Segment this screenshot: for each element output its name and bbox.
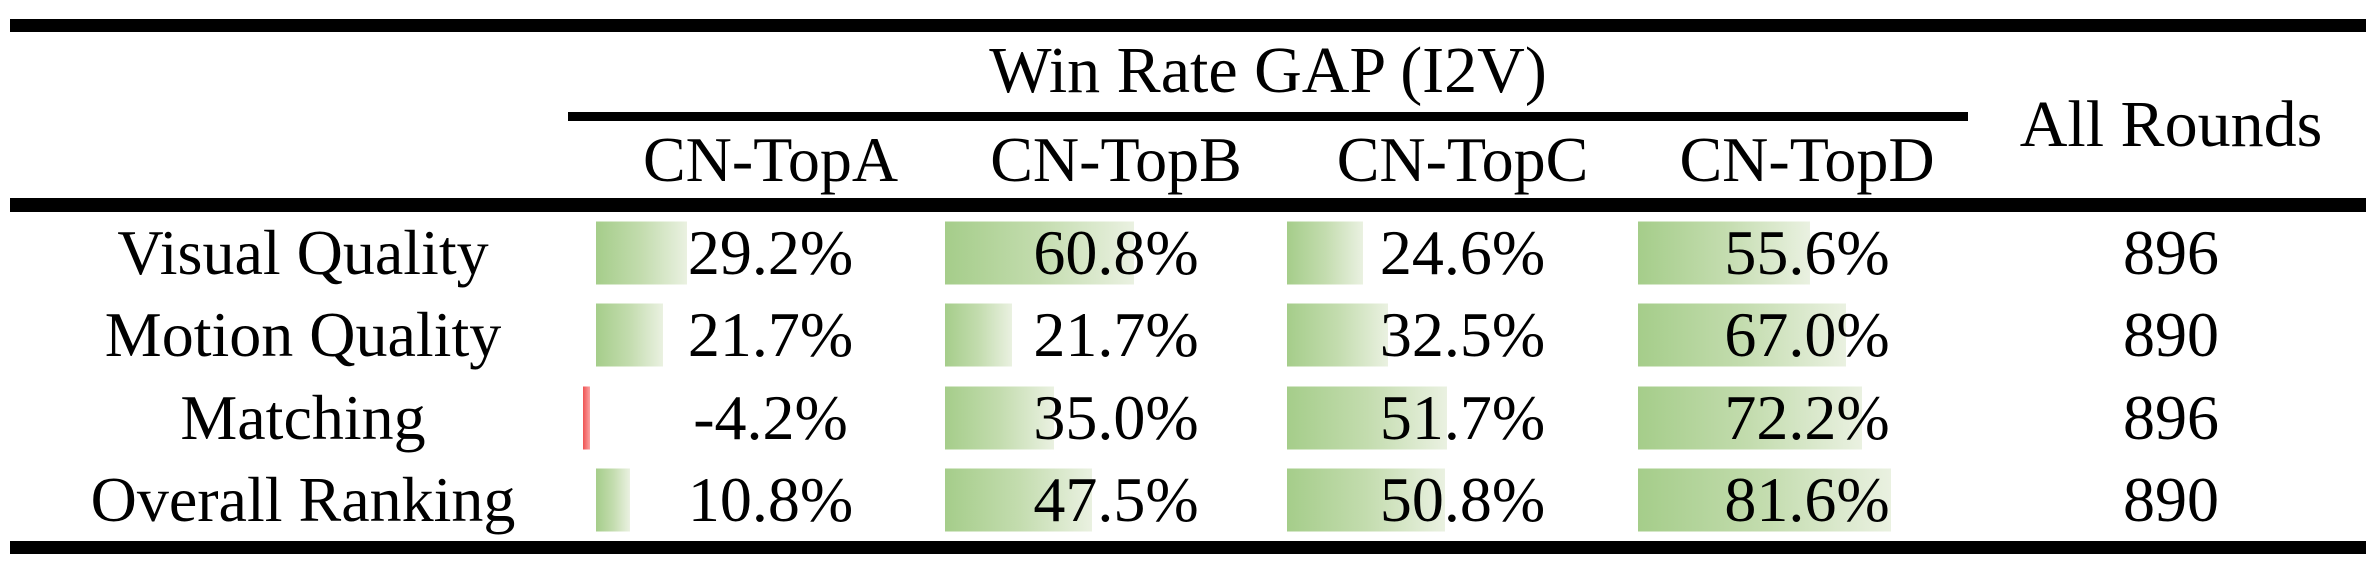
value-text: 50.8%: [1379, 463, 1546, 535]
value-text: 10.8%: [687, 463, 854, 535]
value-cell: 81.6%: [1638, 459, 1976, 541]
value-cell: -4.2%: [583, 377, 945, 459]
value-cell: 21.7%: [945, 294, 1287, 376]
value-text: 21.7%: [687, 299, 854, 371]
value-cell: 47.5%: [945, 459, 1287, 541]
value-cell: 72.2%: [1638, 377, 1976, 459]
data-bar: [1638, 386, 1862, 450]
value-cell: 29.2%: [596, 212, 945, 294]
column-header-cn-topd: CN-TopD: [1679, 124, 1935, 195]
value-cell: 51.7%: [1287, 377, 1638, 459]
value-cell: 67.0%: [1638, 294, 1976, 376]
value-cell: 10.8%: [596, 459, 945, 541]
value-cell: 60.8%: [945, 212, 1287, 294]
value-cell: 55.6%: [1638, 212, 1976, 294]
data-bar: [1638, 221, 1811, 285]
data-bar: [1287, 468, 1445, 532]
value-cell: 32.5%: [1287, 294, 1638, 376]
column-headers-row: CN-TopA CN-TopB CN-TopC CN-TopD: [596, 121, 1976, 198]
data-bar: [1287, 386, 1448, 450]
all-rounds-value: 890: [2123, 299, 2219, 371]
value-cell: 24.6%: [1287, 212, 1638, 294]
table-row: Visual Quality 29.2% 60.8% 24.6% 55.6% 8…: [10, 212, 2366, 294]
value-text: 32.5%: [1379, 299, 1546, 371]
value-text: 47.5%: [1033, 463, 1199, 535]
data-bar: [1638, 468, 1891, 532]
value-text: 24.6%: [1379, 217, 1546, 289]
table-rule-group-underline: [568, 112, 1968, 121]
data-bar: [945, 303, 1013, 367]
table-row: Overall Ranking 10.8% 47.5% 50.8% 81.6% …: [10, 459, 2366, 541]
table-row: Motion Quality 21.7% 21.7% 32.5% 67.0% 8…: [10, 294, 2366, 376]
row-label: Visual Quality: [117, 217, 489, 289]
row-label: Motion Quality: [104, 299, 502, 371]
table-rule-bottom: [10, 541, 2366, 554]
all-rounds-value: 896: [2123, 217, 2219, 289]
table-rule-top: [10, 19, 2366, 32]
data-bar: [945, 386, 1054, 450]
value-text: 55.6%: [1724, 217, 1890, 289]
table-rule-header-separator: [10, 198, 2366, 212]
group-header-title: Win Rate GAP (I2V): [989, 34, 1547, 107]
value-text: 81.6%: [1724, 463, 1890, 535]
data-bar: [945, 221, 1134, 285]
value-text: 29.2%: [687, 217, 854, 289]
value-cell: 21.7%: [596, 294, 945, 376]
value-cell: 35.0%: [945, 377, 1287, 459]
value-cell: 50.8%: [1287, 459, 1638, 541]
all-rounds-value: 896: [2123, 381, 2219, 453]
value-text: 35.0%: [1033, 381, 1199, 453]
data-bar: [1287, 303, 1388, 367]
row-label: Matching: [180, 381, 426, 453]
row-label: Overall Ranking: [90, 463, 516, 535]
data-bar: [596, 303, 664, 367]
all-rounds-value: 890: [2123, 463, 2219, 535]
all-rounds-column-header: All Rounds: [2019, 88, 2323, 161]
table-body: Visual Quality 29.2% 60.8% 24.6% 55.6% 8…: [10, 212, 2366, 541]
data-bar: [1287, 221, 1364, 285]
data-bar: [1638, 303, 1846, 367]
value-text: -4.2%: [693, 381, 848, 453]
column-header-cn-topc: CN-TopC: [1336, 124, 1589, 195]
value-text: 67.0%: [1724, 299, 1890, 371]
value-text: 60.8%: [1033, 217, 1199, 289]
value-text: 21.7%: [1033, 299, 1199, 371]
value-text: 51.7%: [1379, 381, 1546, 453]
data-bar: [596, 221, 687, 285]
table-row: Matching -4.2% 35.0% 51.7% 72.2% 896: [10, 377, 2366, 459]
value-text: 72.2%: [1724, 381, 1890, 453]
data-bar: [596, 468, 630, 532]
data-bar: [945, 468, 1093, 532]
data-bar: [583, 386, 590, 450]
column-header-cn-topa: CN-TopA: [642, 124, 899, 195]
column-header-cn-topb: CN-TopB: [990, 124, 1242, 195]
